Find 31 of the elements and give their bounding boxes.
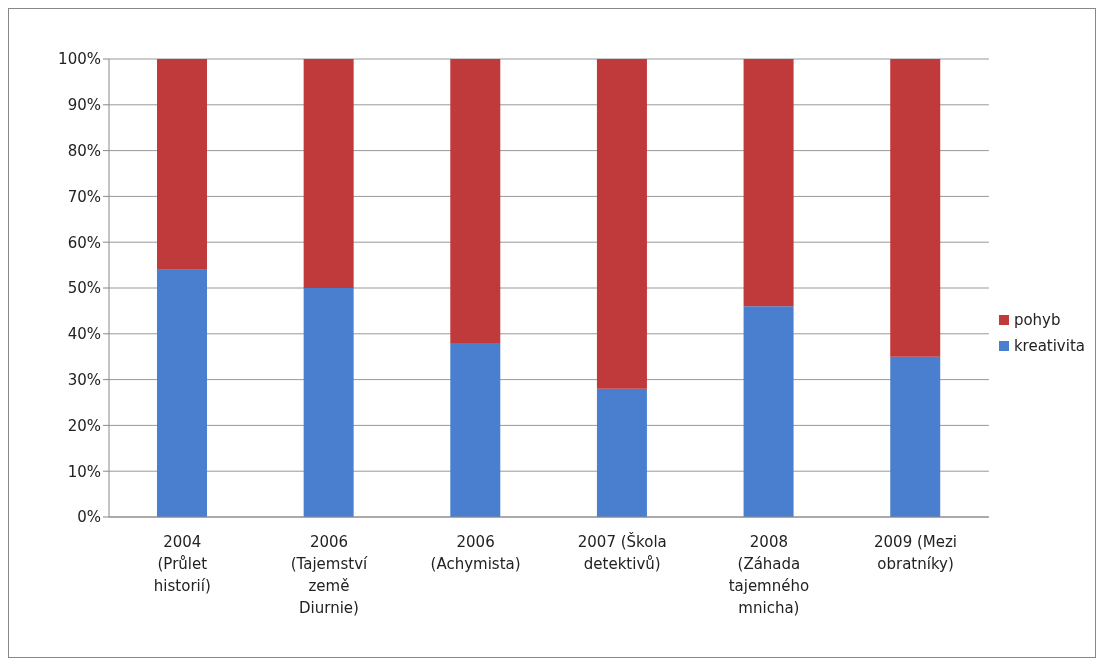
y-tick-label: 30%: [67, 370, 101, 389]
x-tick-label: 2009 (Mezi obratníky): [874, 533, 958, 573]
x-tick-label: 2006 (Achymista): [430, 533, 521, 573]
legend-label: kreativita: [1013, 337, 1085, 355]
y-tick-label: 80%: [67, 141, 101, 160]
bar: [596, 388, 647, 517]
x-tick-label: 2004 (Průlet historií): [153, 533, 211, 595]
y-tick-label: 100%: [58, 50, 101, 69]
x-tick-label: 2006 (Tajemství země Diurnie): [290, 533, 369, 617]
y-tick-label: 70%: [67, 187, 101, 206]
y-tick-label: 90%: [67, 96, 101, 115]
x-tick-label: 2007 (Škola detektivů): [577, 532, 667, 573]
y-tick-label: 10%: [67, 462, 101, 481]
y-tick-label: 50%: [67, 279, 101, 298]
y-tick-label: 40%: [67, 325, 101, 344]
bar: [596, 59, 647, 389]
x-tick-label: 2008 (Záhada tajemného mnicha): [728, 533, 810, 617]
y-tick-label: 0%: [77, 508, 101, 527]
bar: [743, 306, 794, 517]
bar: [303, 288, 354, 517]
bar: [450, 342, 501, 517]
y-tick-label: 60%: [67, 233, 101, 252]
bar: [157, 59, 207, 270]
bar: [743, 59, 794, 307]
bar: [303, 59, 354, 288]
bar: [890, 356, 941, 517]
bar: [450, 59, 501, 343]
bar: [157, 269, 207, 517]
y-tick-label: 20%: [67, 416, 101, 435]
legend-label: pohyb: [1013, 311, 1061, 329]
bar: [890, 59, 941, 357]
